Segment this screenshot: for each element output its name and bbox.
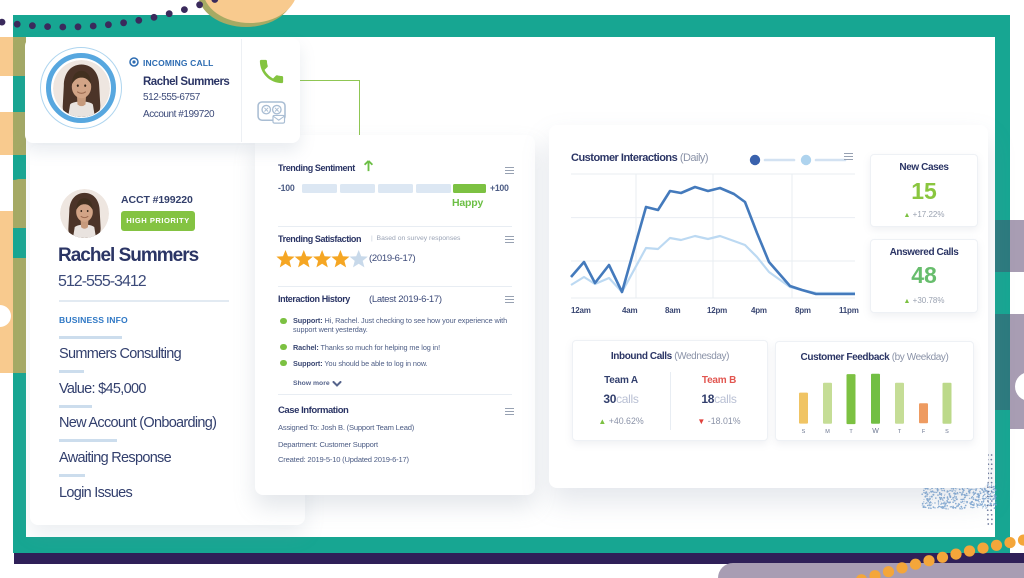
svg-text:11pm: 11pm (839, 306, 859, 315)
svg-text:W: W (872, 428, 879, 435)
svg-text:4pm: 4pm (751, 306, 767, 315)
svg-text:T: T (898, 429, 902, 435)
svg-text:F: F (922, 429, 926, 435)
svg-text:T: T (849, 429, 853, 435)
svg-text:S: S (945, 429, 949, 435)
svg-text:12pm: 12pm (707, 306, 727, 315)
svg-text:8pm: 8pm (795, 306, 811, 315)
svg-text:4am: 4am (622, 306, 637, 315)
svg-text:8am: 8am (665, 306, 680, 315)
svg-text:12am: 12am (571, 306, 591, 315)
svg-text:S: S (802, 429, 806, 435)
svg-text:M: M (825, 429, 830, 435)
